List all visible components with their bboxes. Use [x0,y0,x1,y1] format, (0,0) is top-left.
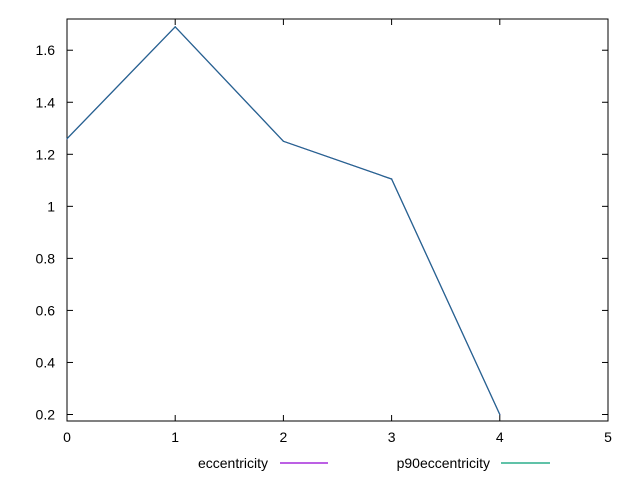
x-tick-label: 2 [280,429,288,445]
y-tick-label: 0.8 [36,250,56,266]
x-tick-label: 0 [63,429,71,445]
data-point-p90eccentricity [391,178,393,180]
x-tick-label: 4 [496,429,504,445]
y-tick-label: 0.2 [36,406,56,422]
series-line-p90eccentricity [66,25,501,415]
data-point-p90eccentricity [66,138,68,140]
data-point-p90eccentricity [174,26,176,28]
y-tick-label: 1.4 [36,94,56,110]
series-line-eccentricity [66,25,501,415]
y-tick-label: 0.6 [36,302,56,318]
y-tick-label: 1 [47,198,55,214]
legend-label-p90eccentricity: p90eccentricity [397,455,490,471]
y-tick-label: 1.2 [36,146,56,162]
axis-ticks: 0 1 2 3 4 5 0.2 0.4 0.6 0.8 1 1.2 1.4 1.6 [36,19,612,445]
series-lines [66,25,501,416]
legend-label-eccentricity: eccentricity [198,455,268,471]
y-tick-label: 1.6 [36,42,56,58]
x-tick-label: 1 [171,429,179,445]
y-tick-label: 0.4 [36,354,56,370]
data-point-p90eccentricity [282,140,284,142]
legend: eccentricity p90eccentricity [198,455,550,471]
plot-frame [66,18,609,422]
x-tick-label: 3 [388,429,396,445]
x-tick-label: 5 [604,429,612,445]
data-point-p90eccentricity [499,413,501,416]
